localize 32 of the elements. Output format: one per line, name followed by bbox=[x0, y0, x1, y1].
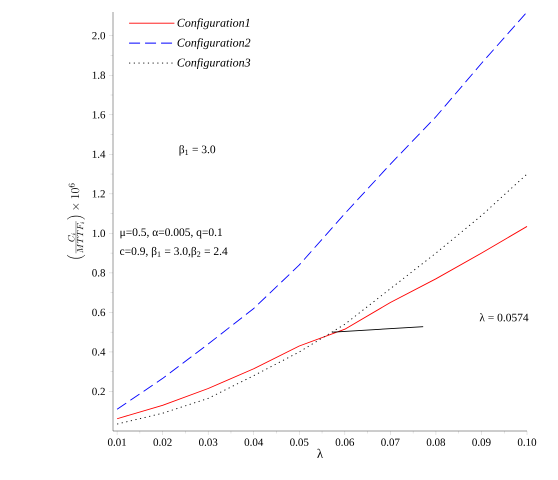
annotation: λ = 0.0574 bbox=[480, 313, 528, 322]
y-tick-label: 0.8 bbox=[92, 269, 106, 277]
x-tick-label: 0.08 bbox=[426, 438, 446, 446]
y-tick-label: 1.8 bbox=[92, 72, 106, 79]
y-tick-label: 1.2 bbox=[92, 190, 105, 198]
y-tick-label: 2.0 bbox=[92, 32, 106, 40]
x-tick-label: 0.06 bbox=[336, 438, 354, 446]
line-series bbox=[116, 12, 528, 410]
x-tick-label: 0.07 bbox=[381, 438, 400, 446]
y-tick-label: 0.2 bbox=[92, 388, 105, 396]
annotation: β$_{1}$ = 3.0 bbox=[180, 145, 216, 156]
annotation: μ=0.5, α=0.005, q=0.1 bbox=[120, 228, 222, 238]
y-tick-label: 1.6 bbox=[92, 111, 106, 118]
line-series bbox=[116, 226, 528, 420]
x-tick-label: 0.01 bbox=[108, 438, 126, 446]
legend-label: Configuration3 bbox=[178, 58, 250, 70]
y-tick-label: 0.6 bbox=[92, 308, 106, 316]
legend-label: Configuration2 bbox=[178, 38, 250, 50]
x-tick-label: 0.10 bbox=[518, 438, 536, 446]
line-series bbox=[116, 174, 528, 425]
y-axis-title: $\left(\frac{C_i}{MTTF_i}\right)\times 10^{6}$ bbox=[67, 183, 85, 259]
legend-label: Configuration1 bbox=[178, 18, 250, 30]
annotation: c=0.9, β$_{1}$ = 3.0,β$_{2}$ = 2.4 bbox=[120, 246, 228, 258]
x-tick-label: 0.05 bbox=[290, 438, 308, 446]
x-tick-label: 0.03 bbox=[199, 438, 218, 446]
x-axis-title: λ bbox=[317, 448, 324, 458]
x-tick-label: 0.09 bbox=[472, 438, 491, 446]
y-tick-label: 0.4 bbox=[92, 348, 106, 356]
y-tick-label: 1.0 bbox=[92, 230, 106, 238]
y-tick-label: 1.4 bbox=[92, 150, 106, 158]
x-tick-label: 0.02 bbox=[153, 438, 172, 446]
x-tick-label: 0.04 bbox=[244, 438, 264, 446]
